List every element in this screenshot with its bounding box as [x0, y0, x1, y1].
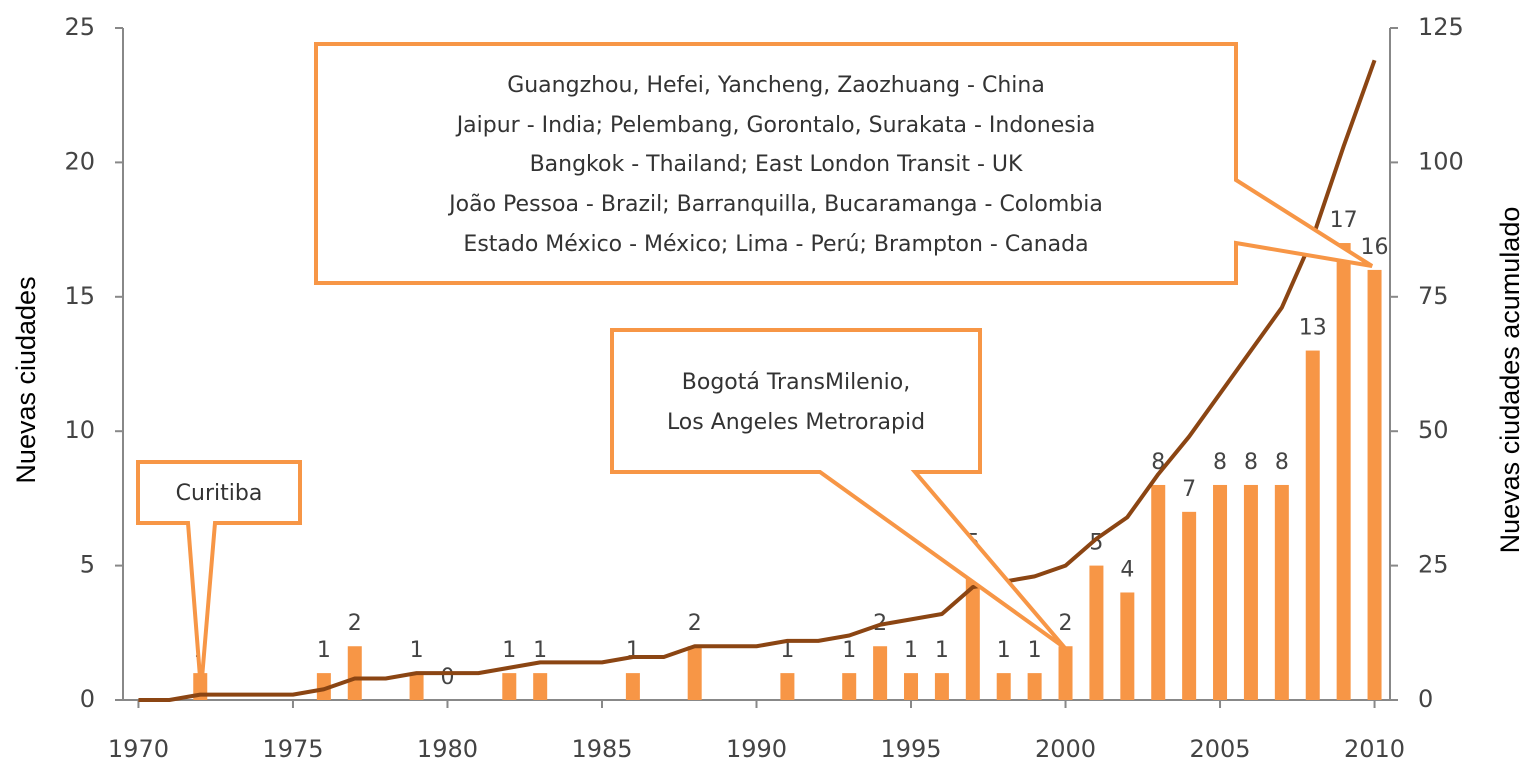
annotation: João Pessoa - Brazil; Barranquilla, Buca…: [447, 192, 1103, 217]
bar: [687, 646, 702, 700]
y2-tick-label: 25: [1418, 551, 1449, 579]
bar: [316, 673, 331, 700]
bar: [1058, 646, 1073, 700]
data-label: 1: [502, 638, 516, 663]
bar: [965, 565, 980, 700]
bar: [1367, 269, 1382, 700]
x-tick-label: 1980: [417, 735, 478, 763]
data-label: 2: [1059, 611, 1073, 636]
annotation: Estado México - México; Lima - Perú; Bra…: [463, 232, 1088, 257]
bar: [1243, 484, 1258, 700]
bar: [934, 673, 949, 700]
line: [138, 59, 1377, 702]
bar: [1336, 243, 1351, 701]
data-label: 1: [842, 638, 856, 663]
y2-tick-label: 125: [1418, 13, 1464, 41]
annotation: Jaipur - India; Pelembang, Gorontalo, Su…: [455, 113, 1096, 138]
x-tick-label: 1995: [880, 735, 941, 763]
bar: [347, 646, 362, 700]
data-label: 1: [533, 638, 547, 663]
y-tick-label: 20: [64, 147, 95, 175]
bar: [780, 673, 795, 700]
y2-axis-label: Nuevas ciudades acumulado: [1495, 207, 1525, 554]
y-axis-label: Nuevas ciudades: [11, 276, 41, 483]
data-label: 17: [1330, 208, 1358, 233]
bar: [625, 673, 640, 700]
annotation: Bogotá TransMilenio,: [682, 370, 910, 395]
data-label: 4: [1120, 557, 1134, 582]
callout-box: [136, 460, 302, 691]
data-label: 8: [1275, 450, 1289, 475]
data-label: 1: [1028, 638, 1042, 663]
data-label: 0: [440, 665, 454, 690]
data-label: 16: [1361, 235, 1389, 260]
x-tick-label: 2005: [1189, 735, 1250, 763]
bar: [1151, 484, 1166, 700]
annotation: Guangzhou, Hefei, Yancheng, Zaozhuang - …: [507, 73, 1045, 98]
x-tick-label: 1990: [726, 735, 787, 763]
data-label: 8: [1213, 450, 1227, 475]
annotation: Curitiba: [176, 481, 263, 506]
data-label: 8: [1244, 450, 1258, 475]
callout-box: [314, 42, 1374, 285]
bar: [904, 673, 919, 700]
data-label: 1: [997, 638, 1011, 663]
bar: [1027, 673, 1042, 700]
bar: [502, 673, 517, 700]
callout-box: [610, 328, 1067, 650]
data-label: 1: [317, 638, 331, 663]
y-tick-label: 0: [80, 685, 95, 713]
bar: [1182, 511, 1197, 700]
bar: [842, 673, 857, 700]
data-label: 7: [1182, 477, 1196, 502]
data-label: 1: [410, 638, 424, 663]
y-tick-label: 25: [64, 13, 95, 41]
bar: [996, 673, 1011, 700]
bar: [1274, 484, 1289, 700]
x-tick-label: 1985: [571, 735, 632, 763]
data-label: 1: [904, 638, 918, 663]
bar: [1213, 484, 1228, 700]
y2-tick-label: 0: [1418, 685, 1433, 713]
y-tick-label: 5: [80, 551, 95, 579]
bar: [873, 646, 888, 700]
data-label: 2: [688, 611, 702, 636]
y2-tick-label: 75: [1418, 282, 1449, 310]
x-tick-label: 1975: [262, 735, 323, 763]
bar: [533, 673, 548, 700]
data-label: 13: [1299, 316, 1327, 341]
annotation: Los Angeles Metrorapid: [667, 410, 925, 435]
x-tick-label: 1970: [108, 735, 169, 763]
annotation: Bangkok - Thailand; East London Transit …: [530, 152, 1023, 177]
x-tick-label: 2010: [1344, 735, 1405, 763]
y2-tick-label: 100: [1418, 147, 1464, 175]
x-tick-label: 2000: [1035, 735, 1096, 763]
bar: [1120, 592, 1135, 700]
bar: [1305, 350, 1320, 700]
y-tick-label: 15: [64, 282, 95, 310]
data-label: 1: [780, 638, 794, 663]
bar: [1089, 565, 1104, 700]
bar: [409, 673, 424, 700]
data-label: 1: [935, 638, 949, 663]
data-label: 2: [348, 611, 362, 636]
y-tick-label: 10: [64, 416, 95, 444]
y2-tick-label: 50: [1418, 416, 1449, 444]
